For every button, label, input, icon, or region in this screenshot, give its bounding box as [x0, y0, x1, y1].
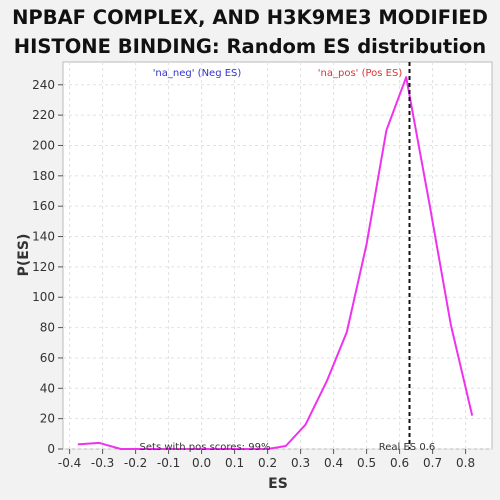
chart-title-line-2: HISTONE BINDING: Random ES distribution [13, 35, 487, 58]
y-tick-label: 180 [32, 169, 55, 183]
x-tick-label: 0.2 [258, 456, 277, 470]
grid [63, 62, 492, 450]
x-tick-label: -0.4 [58, 456, 81, 470]
x-tick-label: 0.5 [357, 456, 376, 470]
annotations: 'na_neg' (Neg ES) 'na_pos' (Pos ES) Sets… [140, 68, 436, 453]
chart-title: NPBAF COMPLEX, AND H3K9ME3 MODIFIED HIST… [0, 3, 500, 61]
neg-es-label: 'na_neg' (Neg ES) [153, 68, 242, 79]
y-tick-label: 160 [32, 199, 55, 213]
x-tick-label: 0.0 [192, 456, 211, 470]
x-tick-label: 0.8 [456, 456, 475, 470]
x-tick-label: -0.3 [91, 456, 114, 470]
y-axis-label: P(ES) [16, 234, 32, 277]
y-tick-label: 40 [40, 381, 55, 395]
real-es-text: Real ES 0.6 [379, 442, 435, 453]
x-tick-label: -0.2 [124, 456, 147, 470]
x-tick-label: 0.1 [225, 456, 244, 470]
x-tick-label: 0.4 [324, 456, 343, 470]
y-tick-label: 140 [32, 230, 55, 244]
series-group [77, 62, 474, 450]
pos-es-label: 'na_pos' (Pos ES) [318, 68, 403, 79]
es-distribution-line [77, 76, 474, 450]
x-tick-label: 0.6 [390, 456, 409, 470]
x-tick-label: 0.7 [423, 456, 442, 470]
x-axis-label: ES [268, 476, 288, 492]
y-tick-label: 60 [40, 351, 55, 365]
plot-area [62, 61, 493, 450]
x-tick-label: 0.3 [291, 456, 310, 470]
y-tick-label: 80 [40, 321, 55, 335]
y-tick-label: 20 [40, 412, 55, 426]
y-tick-label: 220 [32, 108, 55, 122]
chart-title-line-1: NPBAF COMPLEX, AND H3K9ME3 MODIFIED [12, 6, 488, 29]
y-tick-label: 240 [32, 78, 55, 92]
y-tick-label: 120 [32, 260, 55, 274]
y-tick-label: 200 [32, 138, 55, 152]
axes: -0.4 -0.3 -0.2 -0.1 0.0 0.1 0.2 0.3 0.4 0.5 0.6 0.7… [32, 78, 475, 470]
sets-pos-scores-text: Sets with pos scores: 99% [140, 442, 271, 453]
y-tick-label: 0 [47, 442, 55, 456]
x-tick-label: -0.1 [157, 456, 180, 470]
y-tick-label: 100 [32, 290, 55, 304]
